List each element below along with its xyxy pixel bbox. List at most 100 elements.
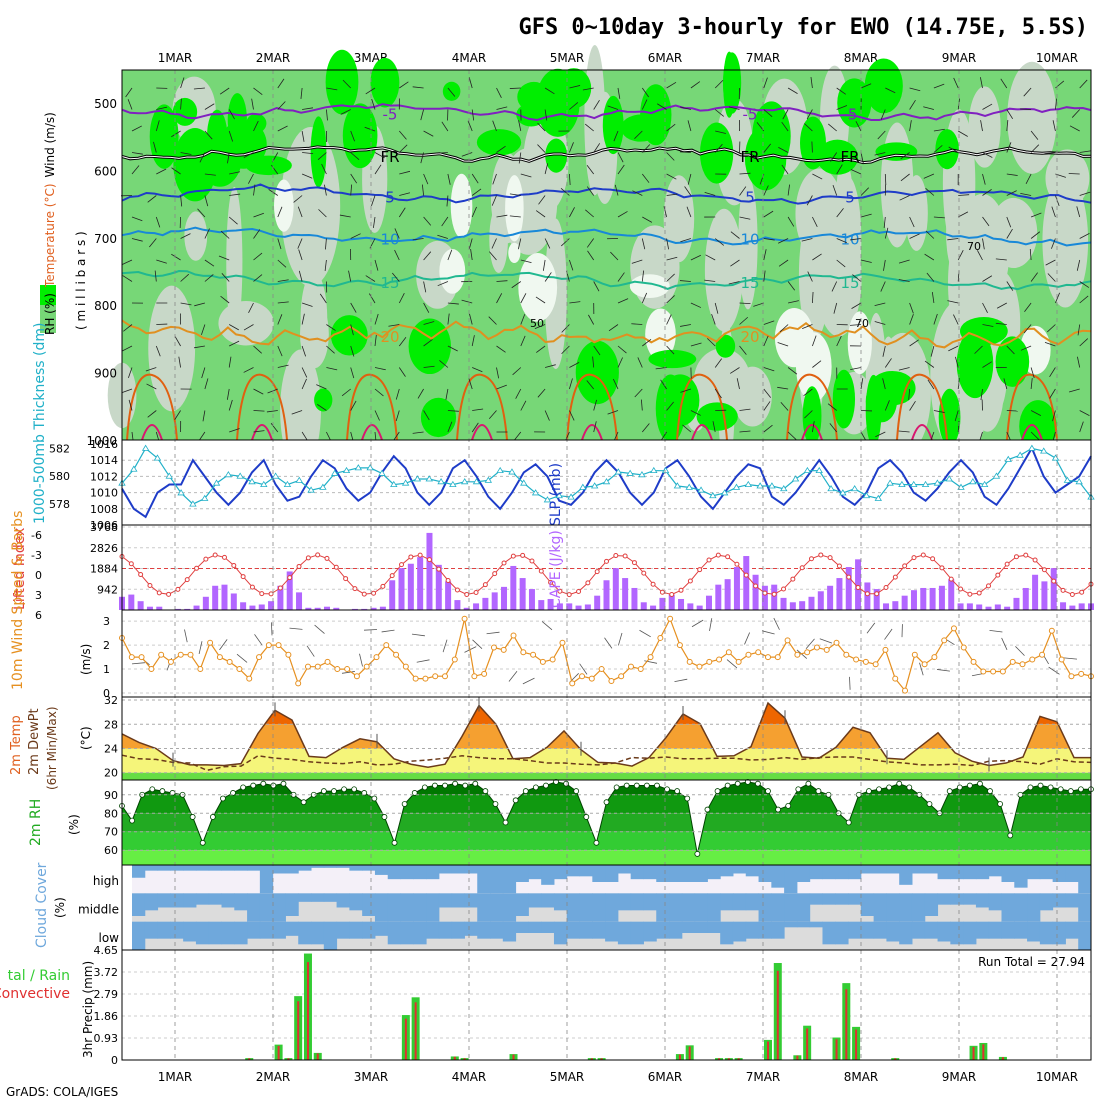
- wind10-marker: [275, 642, 282, 649]
- li-marker: [156, 590, 162, 596]
- cloud-bar: [541, 893, 555, 908]
- wind-barb: [642, 144, 651, 153]
- cloud-bar: [1014, 865, 1028, 888]
- li-marker: [194, 565, 200, 571]
- wind-barb: [836, 164, 843, 175]
- precip-bar-conv: [453, 1056, 456, 1060]
- wind-barb: [301, 367, 308, 378]
- li-marker: [631, 560, 637, 566]
- cloud-bar: [400, 921, 414, 945]
- rh-band: [122, 813, 1091, 832]
- wind10-marker: [882, 646, 889, 653]
- cloud-bar: [515, 865, 529, 882]
- wind-barb: [171, 130, 181, 138]
- wind-barb: [980, 120, 983, 132]
- wind-barb: [739, 172, 751, 175]
- wind-barb: [496, 293, 503, 304]
- wind-barb: [121, 388, 133, 394]
- wind-barb: [301, 130, 305, 142]
- li-marker: [585, 580, 591, 586]
- wind-barb: [253, 430, 265, 433]
- date-label-top: 5MAR: [550, 51, 585, 65]
- thickness-marker: [780, 484, 788, 492]
- wind-barb: [607, 105, 619, 110]
- wind-barb: [171, 167, 181, 175]
- rh-marker: [755, 780, 761, 787]
- rh-marker: [1047, 784, 1054, 791]
- wind-barb: [714, 388, 722, 399]
- wind-barb: [350, 173, 358, 184]
- thickness-tick: 580: [49, 470, 70, 483]
- wind-barb: [544, 364, 556, 368]
- wind-barb: [489, 251, 497, 261]
- li-marker: [296, 563, 302, 569]
- wind-barb: [155, 345, 161, 357]
- wind-barb: [301, 173, 313, 179]
- cloud-bar: [566, 921, 581, 939]
- wind-barb: [298, 270, 303, 282]
- wind-barb: [350, 400, 357, 411]
- wind-barb: [682, 424, 692, 433]
- li-marker: [203, 556, 209, 562]
- wind10-barb: [271, 622, 273, 636]
- cloud-bar: [860, 893, 875, 916]
- rh-dark-patch: [956, 329, 994, 399]
- thickness-marker: [827, 484, 835, 492]
- wind-barb: [832, 185, 838, 196]
- wind-barb: [291, 410, 303, 415]
- wind10-barb: [363, 629, 378, 631]
- wind-barb: [931, 292, 935, 304]
- wind-barb: [220, 295, 230, 304]
- wind-barb: [804, 123, 813, 132]
- isotherm-squiggle: [1006, 373, 1058, 441]
- rh-dark-patch: [1019, 400, 1057, 453]
- li-marker: [641, 570, 647, 576]
- cloud-bar: [605, 921, 619, 942]
- cape-bar: [296, 592, 303, 610]
- wind-barb: [204, 103, 215, 110]
- wind-barb: [447, 173, 451, 185]
- thickness-marker: [980, 480, 989, 487]
- rh-white-patch: [774, 307, 814, 368]
- wind10-marker: [226, 658, 233, 665]
- li-marker: [781, 586, 787, 592]
- cloud-bar: [771, 865, 785, 888]
- wind-barb: [787, 431, 797, 440]
- li-marker: [343, 576, 349, 582]
- wind-barb: [537, 144, 546, 153]
- cloud-bar: [848, 893, 862, 905]
- rh-light-patch: [218, 301, 274, 346]
- cloud-bar: [937, 865, 951, 880]
- wind10-marker: [461, 615, 468, 622]
- thickness-marker: [898, 480, 906, 487]
- cloud-bar: [1014, 921, 1028, 939]
- cloud-bar: [311, 865, 325, 868]
- wind-barb: [227, 152, 230, 164]
- wind-barb: [446, 195, 449, 207]
- rh-marker: [775, 806, 781, 813]
- wind-barb: [326, 367, 338, 371]
- wind10-marker: [393, 651, 400, 658]
- wind-barb: [593, 399, 597, 411]
- wind-barb: [812, 291, 814, 304]
- thickness-marker: [791, 475, 800, 482]
- rh-light-patch: [693, 348, 751, 413]
- thickness-marker: [969, 478, 977, 485]
- cape-bar: [482, 597, 489, 610]
- li-marker: [371, 590, 377, 596]
- wind-barb: [374, 164, 382, 175]
- wind-barb: [947, 238, 959, 241]
- cloud-bar: [707, 921, 721, 933]
- wind-barb: [368, 293, 376, 304]
- rh-dark-patch: [330, 315, 368, 356]
- wind10-marker: [784, 637, 791, 644]
- wind10-marker: [314, 663, 321, 670]
- precip-tick: 4.65: [94, 944, 119, 957]
- wind-barb: [812, 253, 822, 261]
- cloud-bar: [835, 893, 849, 905]
- isotherm-squiggle: [676, 373, 728, 441]
- wind-barb: [470, 249, 473, 261]
- thickness-marker: [449, 480, 457, 487]
- wind-barb: [690, 81, 701, 89]
- rh-marker: [714, 788, 721, 794]
